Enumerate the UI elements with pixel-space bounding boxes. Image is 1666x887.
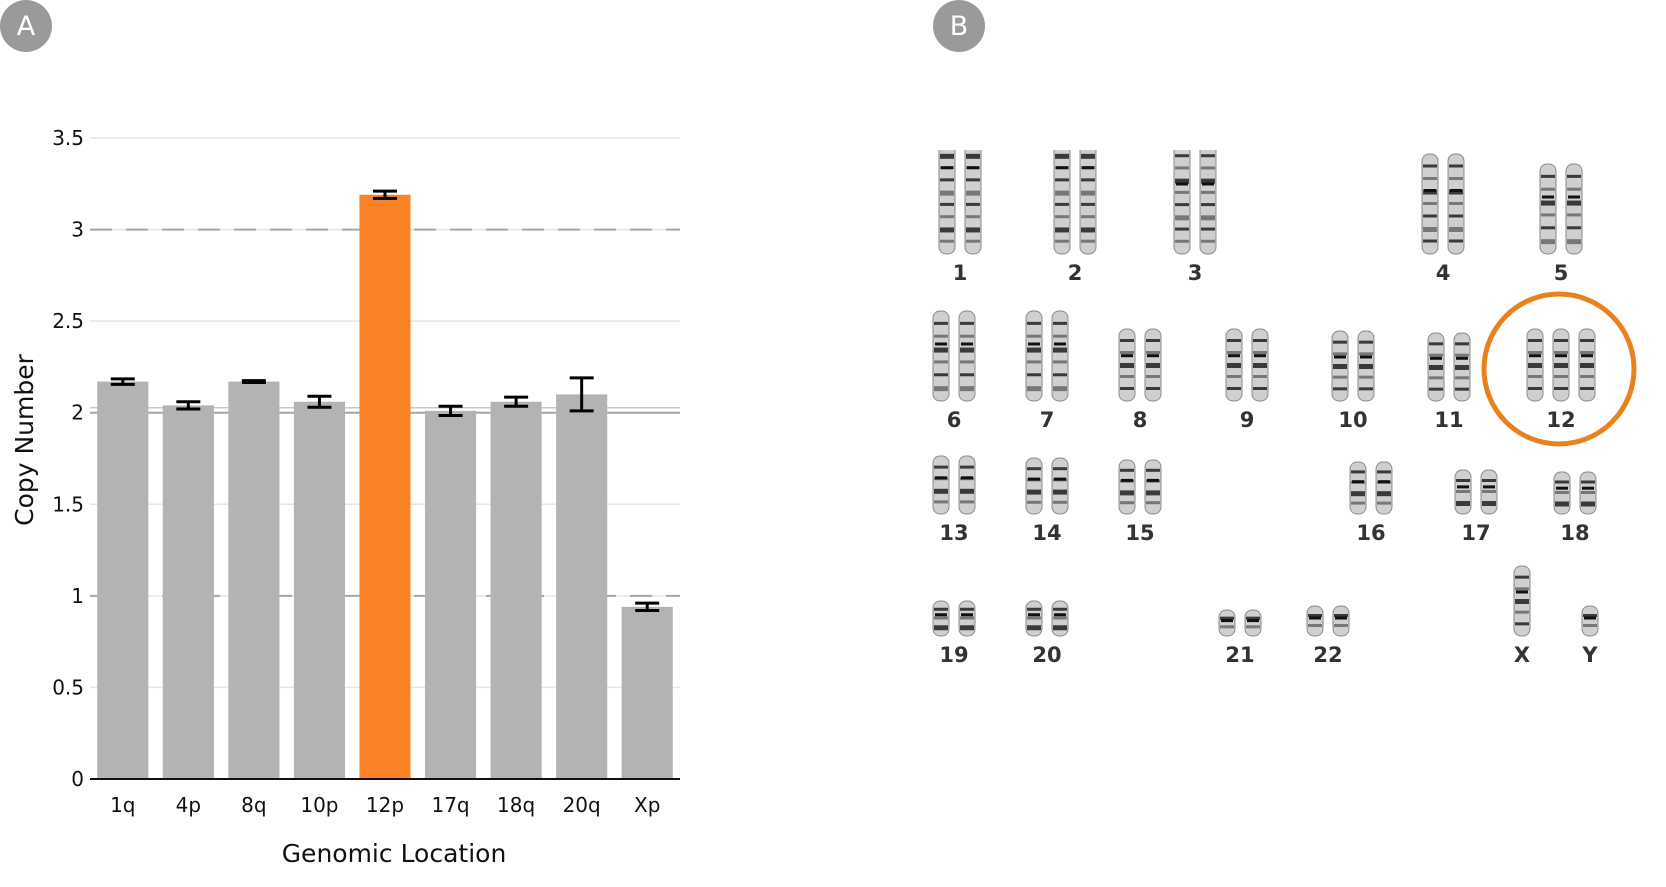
chromosome-label-10: 10	[1338, 408, 1367, 432]
chromosome-18: 18	[1553, 471, 1597, 545]
chromosome-Y: Y	[1581, 605, 1599, 667]
chromosome-10: 10	[1331, 330, 1375, 432]
panel-b-label: B	[949, 10, 969, 42]
chromosome-label-21: 21	[1225, 643, 1254, 667]
error-bar-17q	[438, 404, 463, 417]
chromosome-22: 22	[1306, 605, 1350, 667]
highlight-circle	[1481, 291, 1637, 447]
bar-12p	[359, 194, 411, 779]
y-tick-label: 2	[71, 401, 84, 425]
error-bar-4p	[176, 400, 201, 411]
error-bar-20q	[569, 376, 594, 413]
y-tick-labels: 0 0.5 1 1.5 2 2.5 3 3.5	[52, 126, 84, 791]
chromosome-label-5: 5	[1554, 261, 1569, 285]
chromosome-19: 19	[932, 600, 976, 667]
y-tick-label: 1	[71, 584, 84, 608]
chromosome-20: 20	[1025, 600, 1069, 667]
x-axis-title: Genomic Location	[282, 839, 507, 868]
panel-a-label: A	[16, 10, 36, 42]
chromosome-label-4: 4	[1436, 261, 1451, 285]
error-bar-10p	[307, 394, 332, 409]
chromosome-15: 15	[1118, 459, 1162, 545]
chromosome-label-11: 11	[1434, 408, 1463, 432]
bar-20q	[556, 394, 608, 779]
y-tick-label: 1.5	[52, 492, 84, 516]
chromosome-11: 11	[1427, 332, 1471, 432]
x-tick-labels: 1q 4p 8q 10p 12p 17q 18q 20q Xp	[110, 793, 660, 817]
chromosome-label-20: 20	[1032, 643, 1061, 667]
error-bar-1q	[110, 377, 135, 386]
x-tick-label: Xp	[634, 793, 660, 817]
x-tick-label: 12p	[366, 793, 404, 817]
x-tick-label: 20q	[563, 793, 601, 817]
bar-Xp	[621, 606, 673, 779]
chromosome-label-3: 3	[1188, 261, 1203, 285]
x-tick-label: 17q	[431, 793, 469, 817]
chromosome-1: 1	[938, 150, 982, 285]
bar-18q	[490, 401, 542, 779]
chromosome-label-2: 2	[1068, 261, 1083, 285]
chromosome-8: 8	[1118, 328, 1162, 432]
chromosome-label-17: 17	[1461, 521, 1490, 545]
chromosome-label-13: 13	[939, 521, 968, 545]
chromosome-label-12: 12	[1546, 408, 1575, 432]
error-bar-12p	[373, 189, 397, 200]
chromosome-label-15: 15	[1125, 521, 1154, 545]
x-tick-label: 8q	[241, 793, 266, 817]
error-bar-8q	[241, 379, 266, 384]
chromosome-4: 4	[1421, 153, 1465, 285]
chromosome-12: 12	[1526, 328, 1596, 432]
chromosome-label-18: 18	[1560, 521, 1589, 545]
chromosome-label-16: 16	[1356, 521, 1385, 545]
chromosome-21: 21	[1218, 609, 1262, 667]
chromosome-6: 6	[932, 310, 976, 432]
copy-number-bar-chart: 0 0.5 1 1.5 2 2.5 3 3.5 1q 4p 8q 10p 12p 17q 18q 20q Xp…	[10, 126, 680, 868]
chromosome-X: X	[1513, 565, 1531, 667]
chromosome-label-9: 9	[1240, 408, 1255, 432]
chromosome-3: 3	[1173, 150, 1217, 285]
y-tick-label: 0.5	[52, 675, 84, 699]
chromosome-17: 17	[1454, 469, 1498, 545]
x-tick-label: 10p	[300, 793, 338, 817]
error-bar-Xp	[635, 601, 660, 613]
bar-8q	[228, 381, 280, 779]
bars	[97, 194, 673, 779]
chromosome-label-14: 14	[1032, 521, 1061, 545]
y-tick-label: 2.5	[52, 309, 84, 333]
chromosome-label-8: 8	[1133, 408, 1148, 432]
chromosome-label-19: 19	[939, 643, 968, 667]
chromosome-label-X: X	[1514, 643, 1530, 667]
chromosome-16: 16	[1349, 461, 1393, 545]
x-tick-label: 4p	[176, 793, 201, 817]
chromosome-14: 14	[1025, 457, 1069, 545]
y-axis-title: Copy Number	[10, 353, 39, 526]
bar-17q	[424, 410, 477, 779]
y-tick-label: 3.5	[52, 126, 84, 150]
bar-4p	[162, 405, 214, 779]
bar-1q	[97, 381, 149, 779]
chromosome-label-6: 6	[947, 408, 962, 432]
y-tick-label: 0	[71, 767, 84, 791]
error-bars	[110, 189, 660, 613]
x-tick-label: 1q	[110, 793, 135, 817]
bar-10p	[293, 401, 346, 779]
panel-b-badge: B	[933, 0, 985, 52]
chromosome-7: 7	[1025, 310, 1069, 432]
chromosome-label-7: 7	[1040, 408, 1055, 432]
chromosome-13: 13	[932, 455, 976, 545]
chromosome-label-22: 22	[1313, 643, 1342, 667]
x-tick-label: 18q	[497, 793, 535, 817]
y-tick-label: 3	[71, 218, 84, 242]
chromosome-5: 5	[1539, 163, 1583, 285]
chromosome-label-Y: Y	[1581, 643, 1598, 667]
chromosome-9: 9	[1225, 328, 1269, 432]
error-bar-18q	[504, 395, 529, 408]
chromosome-2: 2	[1053, 150, 1097, 285]
panel-a-badge: A	[0, 0, 52, 52]
chromosome-label-1: 1	[953, 261, 968, 285]
